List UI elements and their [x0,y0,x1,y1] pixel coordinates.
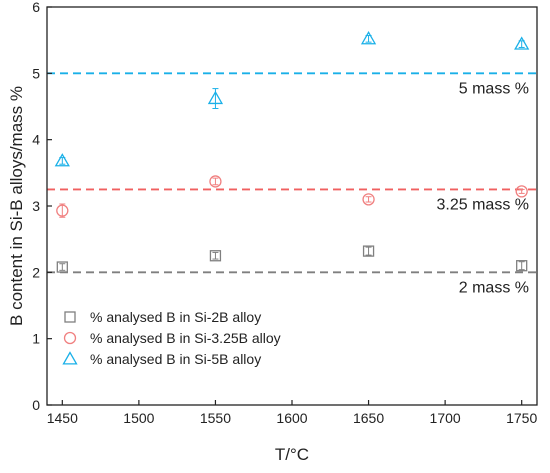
y-tick-label: 3 [32,198,40,214]
x-tick-label: 1450 [47,410,78,426]
data-point-circle [209,175,222,188]
legend: % analysed B in Si-2B alloy % analysed B … [62,309,281,367]
reference-line-label: 5 mass % [459,80,529,97]
x-tick-label: 1600 [276,410,307,426]
x-tick-label: 1500 [123,410,154,426]
data-point-square [516,260,528,272]
legend-entry-label: % analysed B in Si-2B alloy [90,309,261,325]
x-tick-label: 1550 [200,410,231,426]
reference-lines: 5 mass % 3.25 mass % 2 mass % [47,72,537,296]
data-point-circle [362,193,375,206]
y-tick-label: 2 [32,264,40,280]
data-point-circle [63,331,77,345]
data-point-circle [515,185,528,198]
series-circle [56,175,528,218]
y-tick-label: 1 [32,331,40,347]
y-tick-label: 5 [32,65,40,81]
x-tick-label: 1750 [506,410,537,426]
data-point-square [209,250,222,262]
y-tick-label: 4 [32,132,40,148]
data-point-triangle [62,351,78,365]
data-point-triangle [360,31,377,45]
x-tick-label: 1650 [353,410,384,426]
y-axis: 0 1 2 3 4 5 6 [32,0,52,413]
data-point-circle [56,204,69,217]
data-point-triangle [54,153,70,167]
legend-entry-label: % analysed B in Si-3.25B alloy [90,330,281,346]
y-tick-label: 6 [32,0,40,15]
data-point-square [362,245,375,257]
y-tick-label: 0 [32,397,40,413]
data-series [54,31,530,273]
x-axis-title: T/°C [275,445,309,464]
data-point-square [56,261,68,273]
reference-line-label: 2 mass % [459,279,529,296]
data-point-triangle [207,90,224,105]
x-tick-label: 1700 [430,410,461,426]
legend-entry-label: % analysed B in Si-5B alloy [90,351,261,367]
series-square [56,245,528,273]
x-axis: 1450 1500 1550 1600 1650 1700 1750 [47,400,537,426]
series-triangle [54,31,530,167]
y-axis-title: B content in Si-B alloys/mass % [7,86,26,326]
data-point-square [64,311,76,323]
data-point-triangle [514,36,530,50]
reference-line-label: 3.25 mass % [437,196,529,213]
